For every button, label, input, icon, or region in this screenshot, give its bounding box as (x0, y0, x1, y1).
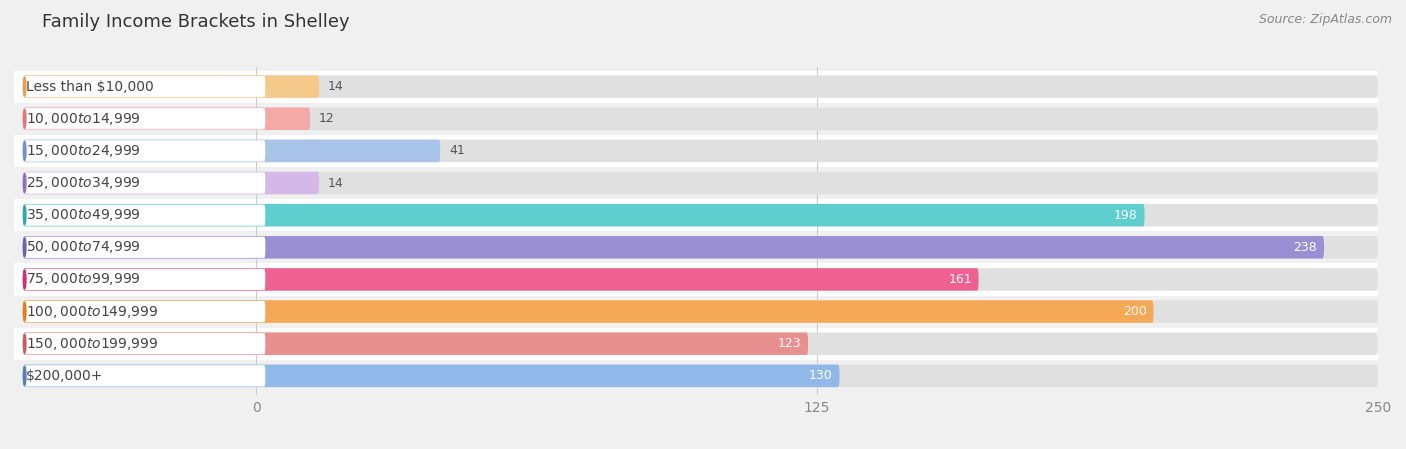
FancyBboxPatch shape (14, 328, 1378, 360)
FancyBboxPatch shape (24, 237, 266, 258)
Text: $10,000 to $14,999: $10,000 to $14,999 (27, 111, 141, 127)
FancyBboxPatch shape (22, 332, 808, 355)
Text: 198: 198 (1114, 209, 1137, 222)
FancyBboxPatch shape (24, 140, 266, 162)
Text: 41: 41 (450, 145, 465, 158)
FancyBboxPatch shape (22, 236, 1378, 259)
FancyBboxPatch shape (24, 365, 266, 387)
Text: 14: 14 (328, 80, 344, 93)
Text: 130: 130 (808, 370, 832, 383)
FancyBboxPatch shape (24, 333, 266, 354)
FancyBboxPatch shape (22, 204, 1144, 226)
FancyBboxPatch shape (14, 360, 1378, 392)
FancyBboxPatch shape (22, 75, 1378, 98)
FancyBboxPatch shape (22, 268, 1378, 291)
FancyBboxPatch shape (22, 172, 1378, 194)
Text: 14: 14 (328, 176, 344, 189)
FancyBboxPatch shape (24, 172, 266, 194)
FancyBboxPatch shape (22, 236, 1324, 259)
Circle shape (24, 238, 25, 257)
Circle shape (24, 302, 25, 321)
Text: Family Income Brackets in Shelley: Family Income Brackets in Shelley (42, 13, 350, 31)
FancyBboxPatch shape (14, 199, 1378, 231)
FancyBboxPatch shape (24, 76, 266, 97)
FancyBboxPatch shape (22, 204, 1378, 226)
FancyBboxPatch shape (14, 295, 1378, 328)
Circle shape (24, 270, 25, 289)
FancyBboxPatch shape (22, 268, 979, 291)
FancyBboxPatch shape (14, 70, 1378, 103)
FancyBboxPatch shape (22, 332, 1378, 355)
Text: Less than $10,000: Less than $10,000 (27, 79, 155, 94)
Text: $75,000 to $99,999: $75,000 to $99,999 (27, 272, 141, 287)
FancyBboxPatch shape (24, 269, 266, 290)
Circle shape (24, 334, 25, 353)
Text: $200,000+: $200,000+ (27, 369, 104, 383)
Circle shape (24, 141, 25, 160)
Text: Source: ZipAtlas.com: Source: ZipAtlas.com (1258, 13, 1392, 26)
Text: $100,000 to $149,999: $100,000 to $149,999 (27, 304, 159, 320)
Circle shape (24, 366, 25, 385)
FancyBboxPatch shape (22, 107, 1378, 130)
Text: $35,000 to $49,999: $35,000 to $49,999 (27, 207, 141, 223)
FancyBboxPatch shape (22, 365, 1378, 387)
FancyBboxPatch shape (22, 300, 1378, 323)
FancyBboxPatch shape (14, 167, 1378, 199)
Circle shape (24, 77, 25, 96)
FancyBboxPatch shape (22, 172, 319, 194)
Text: $150,000 to $199,999: $150,000 to $199,999 (27, 336, 159, 352)
Text: 200: 200 (1123, 305, 1147, 318)
FancyBboxPatch shape (14, 264, 1378, 295)
FancyBboxPatch shape (22, 75, 319, 98)
Text: 238: 238 (1294, 241, 1317, 254)
Text: 161: 161 (948, 273, 972, 286)
Circle shape (24, 173, 25, 193)
FancyBboxPatch shape (22, 365, 839, 387)
Circle shape (24, 206, 25, 225)
FancyBboxPatch shape (24, 205, 266, 226)
Text: 12: 12 (319, 112, 335, 125)
FancyBboxPatch shape (22, 300, 1153, 323)
FancyBboxPatch shape (22, 107, 311, 130)
FancyBboxPatch shape (14, 103, 1378, 135)
FancyBboxPatch shape (22, 140, 1378, 162)
FancyBboxPatch shape (14, 231, 1378, 264)
FancyBboxPatch shape (14, 135, 1378, 167)
Text: $50,000 to $74,999: $50,000 to $74,999 (27, 239, 141, 255)
Text: $15,000 to $24,999: $15,000 to $24,999 (27, 143, 141, 159)
Text: $25,000 to $34,999: $25,000 to $34,999 (27, 175, 141, 191)
Text: 123: 123 (778, 337, 801, 350)
Circle shape (24, 109, 25, 128)
FancyBboxPatch shape (24, 108, 266, 129)
FancyBboxPatch shape (22, 140, 440, 162)
FancyBboxPatch shape (24, 301, 266, 322)
